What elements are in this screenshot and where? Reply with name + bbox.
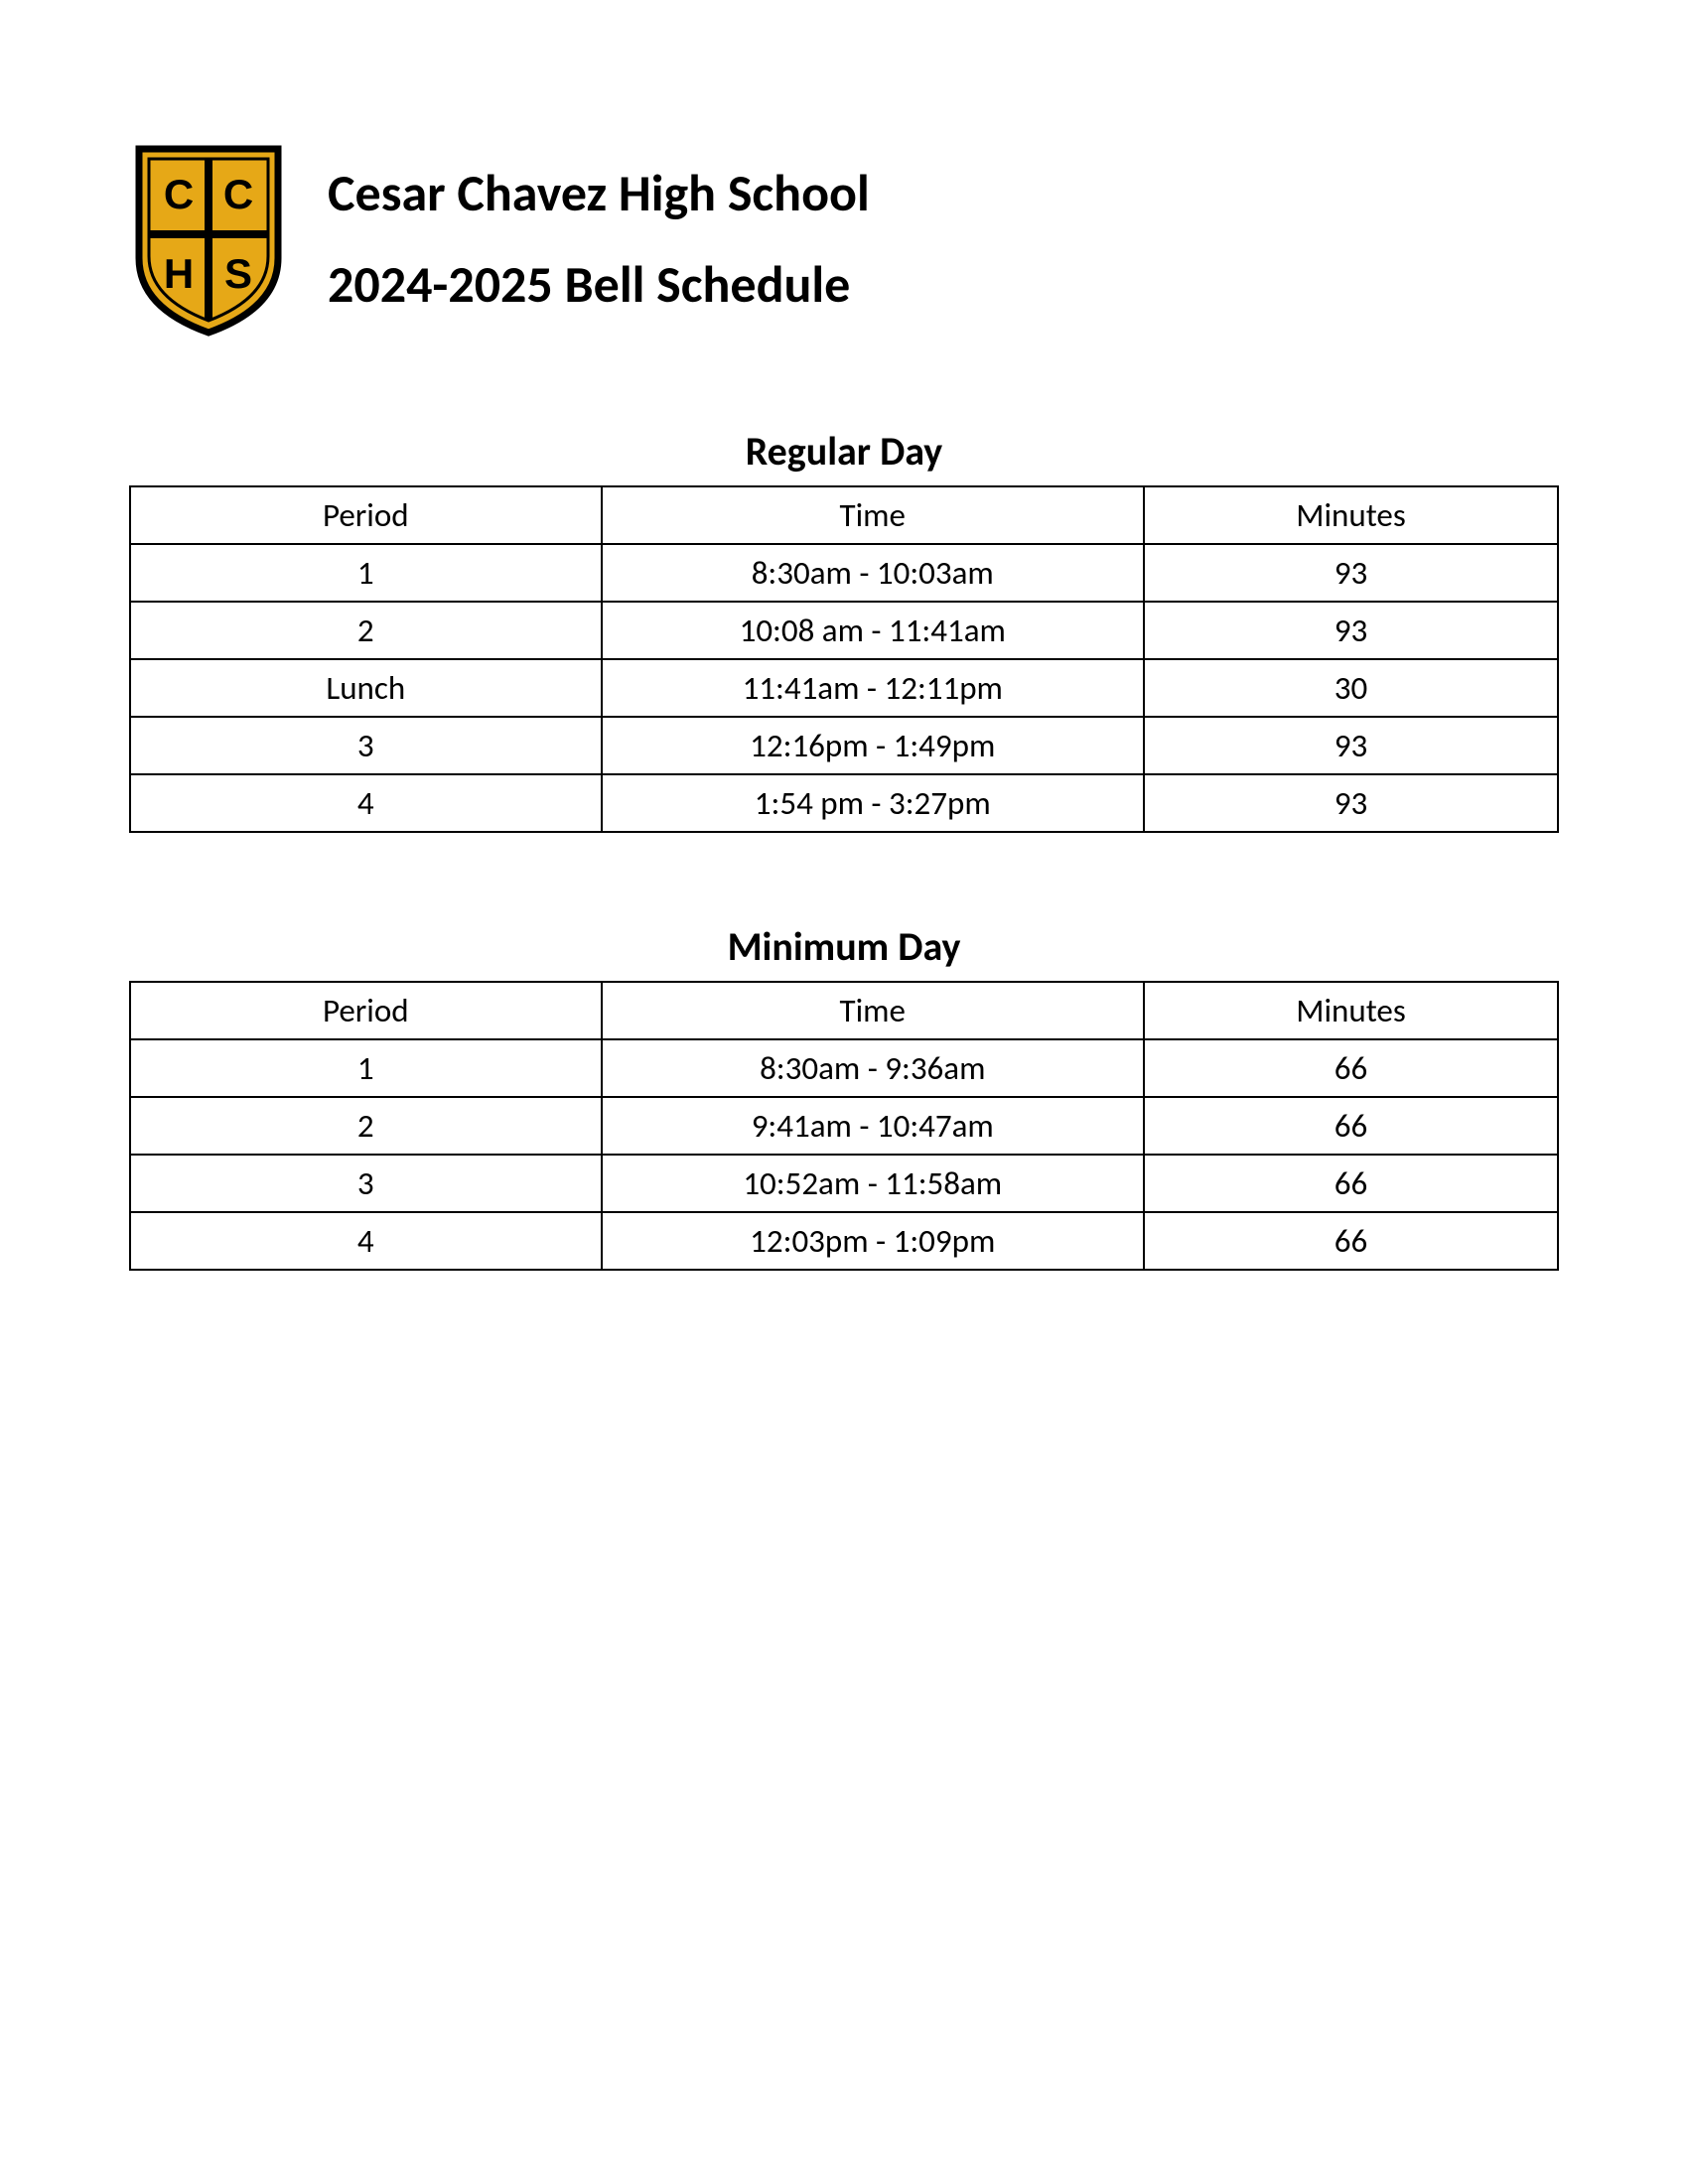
table-row: 41:54 pm - 3:27pm93 [130, 774, 1558, 832]
table-header-row: PeriodTimeMinutes [130, 486, 1558, 544]
cell-period: 2 [130, 602, 602, 659]
table-row: 29:41am - 10:47am66 [130, 1097, 1558, 1155]
schedule-title: Regular Day [129, 427, 1559, 476]
cell-minutes: 66 [1144, 1097, 1558, 1155]
column-header: Time [602, 486, 1144, 544]
svg-text:S: S [224, 250, 252, 297]
table-header-row: PeriodTimeMinutes [130, 982, 1558, 1039]
document-header: C C H S Cesar Chavez High School 2024-20… [129, 139, 1559, 338]
column-header: Minutes [1144, 486, 1558, 544]
cell-minutes: 30 [1144, 659, 1558, 717]
schedule-table: PeriodTimeMinutes18:30am - 10:03am93210:… [129, 485, 1559, 833]
document-subtitle: 2024-2025 Bell Schedule [328, 252, 870, 316]
cell-time: 12:03pm - 1:09pm [602, 1212, 1144, 1270]
table-row: 18:30am - 10:03am93 [130, 544, 1558, 602]
cell-minutes: 66 [1144, 1039, 1558, 1097]
schedule-title: Minimum Day [129, 922, 1559, 971]
cell-period: 1 [130, 544, 602, 602]
cell-minutes: 93 [1144, 602, 1558, 659]
cell-time: 8:30am - 10:03am [602, 544, 1144, 602]
cell-time: 10:08 am - 11:41am [602, 602, 1144, 659]
cell-period: 2 [130, 1097, 602, 1155]
cell-period: 3 [130, 717, 602, 774]
table-row: 18:30am - 9:36am66 [130, 1039, 1558, 1097]
cell-time: 8:30am - 9:36am [602, 1039, 1144, 1097]
cell-period: 4 [130, 774, 602, 832]
column-header: Period [130, 982, 602, 1039]
cell-period: 3 [130, 1155, 602, 1212]
column-header: Time [602, 982, 1144, 1039]
title-block: Cesar Chavez High School 2024-2025 Bell … [328, 161, 870, 316]
cell-minutes: 66 [1144, 1155, 1558, 1212]
cell-time: 10:52am - 11:58am [602, 1155, 1144, 1212]
svg-text:C: C [164, 171, 194, 217]
school-name: Cesar Chavez High School [328, 161, 870, 224]
table-row: Lunch11:41am - 12:11pm30 [130, 659, 1558, 717]
column-header: Period [130, 486, 602, 544]
schedule-section: Regular DayPeriodTimeMinutes18:30am - 10… [129, 427, 1559, 833]
table-row: 312:16pm - 1:49pm93 [130, 717, 1558, 774]
cell-minutes: 93 [1144, 544, 1558, 602]
schedule-table: PeriodTimeMinutes18:30am - 9:36am6629:41… [129, 981, 1559, 1271]
svg-text:C: C [223, 171, 253, 217]
svg-text:H: H [164, 250, 194, 297]
cell-minutes: 93 [1144, 774, 1558, 832]
cell-time: 12:16pm - 1:49pm [602, 717, 1144, 774]
table-row: 412:03pm - 1:09pm66 [130, 1212, 1558, 1270]
table-row: 310:52am - 11:58am66 [130, 1155, 1558, 1212]
school-shield-logo: C C H S [129, 139, 288, 338]
cell-period: 1 [130, 1039, 602, 1097]
schedule-section: Minimum DayPeriodTimeMinutes18:30am - 9:… [129, 922, 1559, 1271]
cell-period: Lunch [130, 659, 602, 717]
cell-minutes: 93 [1144, 717, 1558, 774]
cell-time: 1:54 pm - 3:27pm [602, 774, 1144, 832]
cell-period: 4 [130, 1212, 602, 1270]
cell-minutes: 66 [1144, 1212, 1558, 1270]
column-header: Minutes [1144, 982, 1558, 1039]
cell-time: 9:41am - 10:47am [602, 1097, 1144, 1155]
cell-time: 11:41am - 12:11pm [602, 659, 1144, 717]
table-row: 210:08 am - 11:41am93 [130, 602, 1558, 659]
